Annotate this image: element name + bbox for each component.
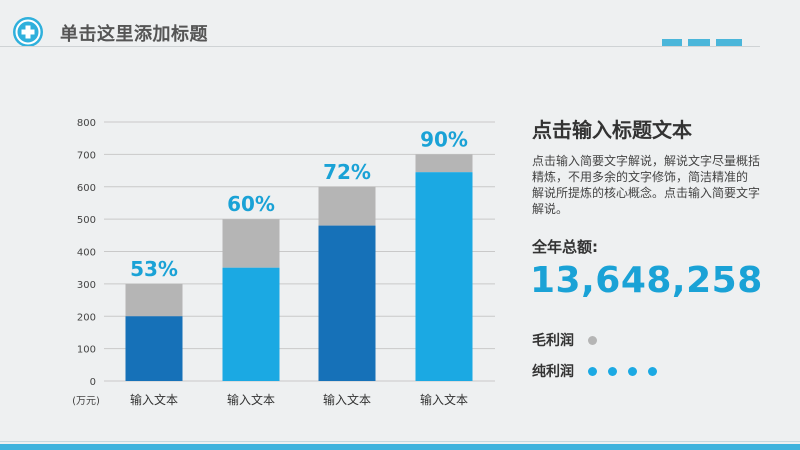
x-tick-label: 输入文本 — [130, 392, 178, 407]
unit-label: (万元) — [72, 396, 100, 407]
total-label: 全年总额: — [532, 238, 598, 256]
percent-label: 53% — [130, 257, 178, 281]
legend-gross-profit: 毛利润 — [532, 330, 608, 350]
medical-cross-icon — [13, 17, 43, 47]
y-tick-label: 600 — [77, 183, 96, 194]
legend-label: 纯利润 — [532, 364, 574, 380]
percent-label: 72% — [323, 160, 371, 184]
header-divider — [0, 46, 760, 47]
bar-total — [415, 154, 473, 173]
bar-profit — [222, 267, 280, 381]
panel-title: 点击输入标题文本 — [532, 118, 692, 142]
page-title: 单击这里添加标题 — [60, 24, 208, 45]
legend-dot — [648, 366, 657, 376]
total-value: 13,648,258 — [530, 260, 763, 301]
bar-total — [318, 186, 376, 226]
bar-profit — [125, 316, 183, 381]
legend-dot — [608, 366, 617, 376]
bar-total — [125, 283, 183, 317]
y-tick-label: 300 — [77, 280, 96, 291]
x-tick-label: 输入文本 — [227, 392, 275, 407]
y-tick-label: 200 — [77, 312, 96, 323]
legend-dots — [588, 366, 668, 376]
y-tick-label: 800 — [77, 118, 96, 129]
y-tick-label: 100 — [77, 345, 96, 356]
legend-dots — [588, 335, 608, 345]
bar-profit — [318, 225, 376, 381]
header: 单击这里添加标题 — [0, 0, 800, 48]
y-tick-label: 0 — [90, 377, 96, 388]
header-decoration — [688, 39, 710, 46]
footer-line — [0, 441, 800, 442]
y-tick-label: 400 — [77, 248, 96, 259]
y-tick-label: 500 — [77, 215, 96, 226]
legend-net-profit: 纯利润 — [532, 361, 668, 381]
bar-total — [222, 219, 280, 268]
percent-label: 60% — [227, 192, 275, 216]
header-decoration — [716, 39, 742, 46]
legend-dot — [588, 335, 597, 345]
bar-profit — [415, 172, 473, 381]
footer-bar — [0, 444, 800, 450]
percent-label: 90% — [420, 127, 468, 151]
legend-label: 毛利润 — [532, 333, 574, 349]
panel-description: 点击输入简要文字解说，解说文字尽量概括精炼，不用多余的文字修饰，简洁精准的 解说… — [532, 154, 761, 216]
y-tick-label: 700 — [77, 150, 96, 161]
x-tick-label: 输入文本 — [420, 392, 468, 407]
legend-dot — [628, 366, 637, 376]
x-tick-label: 输入文本 — [323, 392, 371, 407]
header-decoration — [662, 39, 682, 46]
legend-dot — [588, 366, 597, 376]
